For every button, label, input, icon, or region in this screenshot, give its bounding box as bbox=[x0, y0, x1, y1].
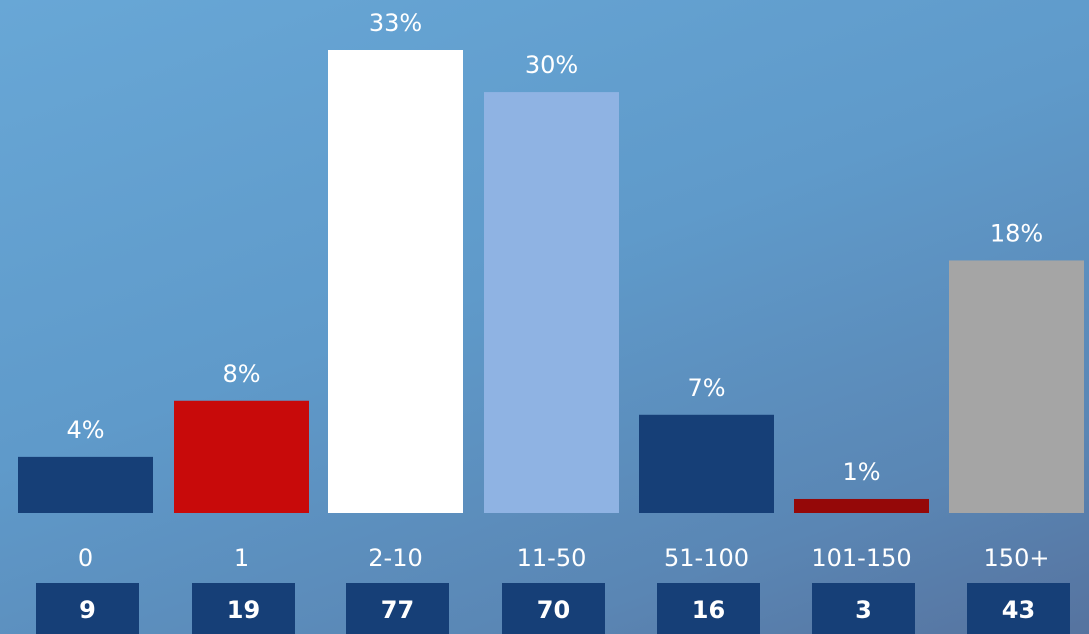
value-labels-group: 4% 8% 33% 30% 7% 1% 18% bbox=[66, 9, 1043, 486]
bar-1 bbox=[174, 400, 309, 513]
bar-101-150 bbox=[794, 498, 929, 513]
value-label-150+: 18% bbox=[990, 219, 1043, 247]
count-boxes-group: 9 19 77 70 16 3 43 bbox=[36, 583, 1070, 634]
bars-group bbox=[18, 50, 1084, 513]
count-label-51-100: 16 bbox=[692, 596, 725, 624]
bar-0 bbox=[18, 456, 153, 513]
category-labels-group: 0 1 2-10 11-50 51-100 101-150 150+ bbox=[78, 544, 1050, 572]
category-label-0: 0 bbox=[78, 544, 93, 572]
category-label-11-50: 11-50 bbox=[517, 544, 587, 572]
count-label-2-10: 77 bbox=[381, 596, 414, 624]
category-label-51-100: 51-100 bbox=[664, 544, 749, 572]
count-label-101-150: 3 bbox=[855, 596, 872, 624]
bar-2-10 bbox=[328, 50, 463, 513]
bar-11-50 bbox=[484, 92, 619, 513]
count-box-51-100 bbox=[657, 583, 760, 634]
category-label-150+: 150+ bbox=[984, 544, 1050, 572]
count-label-0: 9 bbox=[79, 596, 96, 624]
value-label-1: 8% bbox=[222, 360, 260, 388]
category-label-1: 1 bbox=[234, 544, 249, 572]
count-box-150+ bbox=[967, 583, 1070, 634]
count-box-1 bbox=[192, 583, 295, 634]
count-box-101-150 bbox=[812, 583, 915, 634]
value-label-51-100: 7% bbox=[687, 374, 725, 402]
category-label-2-10: 2-10 bbox=[368, 544, 422, 572]
category-label-101-150: 101-150 bbox=[811, 544, 911, 572]
count-box-2-10 bbox=[346, 583, 449, 634]
value-label-101-150: 1% bbox=[842, 458, 880, 486]
count-box-0 bbox=[36, 583, 139, 634]
value-label-0: 4% bbox=[66, 416, 104, 444]
bar-150+ bbox=[949, 260, 1084, 513]
count-label-11-50: 70 bbox=[537, 596, 570, 624]
count-box-11-50 bbox=[502, 583, 605, 634]
count-label-150+: 43 bbox=[1002, 596, 1035, 624]
count-label-1: 19 bbox=[227, 596, 260, 624]
value-label-11-50: 30% bbox=[525, 51, 578, 79]
bar-51-100 bbox=[639, 414, 774, 513]
value-label-2-10: 33% bbox=[369, 9, 422, 37]
